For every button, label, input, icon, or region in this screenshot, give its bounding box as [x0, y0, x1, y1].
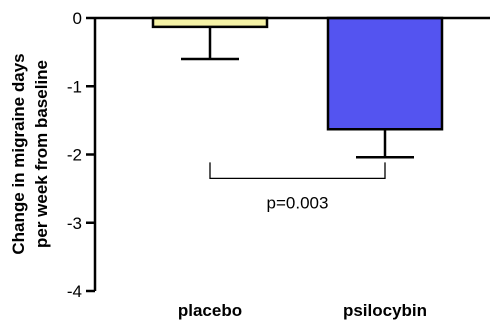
y-tick-label--4: -4 — [67, 282, 82, 301]
y-tick-label--3: -3 — [67, 214, 82, 233]
y-tick-label--2: -2 — [67, 146, 82, 165]
y-axis-title-line-1: Change in migraine days — [9, 53, 28, 254]
y-tick-label--1: -1 — [67, 77, 82, 96]
significance-bracket — [209, 162, 386, 180]
bar-psilocybin — [326, 16, 444, 131]
x-tick-label-psilocybin: psilocybin — [343, 301, 427, 320]
y-tick-label-0: 0 — [73, 9, 82, 28]
plot-area: placebo psilocybin 0 -1 -2 -3 -4 p=0.003 — [67, 9, 490, 320]
x-tick-label-placebo: placebo — [178, 301, 242, 320]
p-value-annotation: p=0.003 — [267, 193, 329, 212]
y-axis-title-line-2: per week from baseline — [32, 60, 51, 248]
y-axis-title: Change in migraine days per week from ba… — [9, 53, 51, 254]
bar-placebo — [151, 16, 269, 29]
